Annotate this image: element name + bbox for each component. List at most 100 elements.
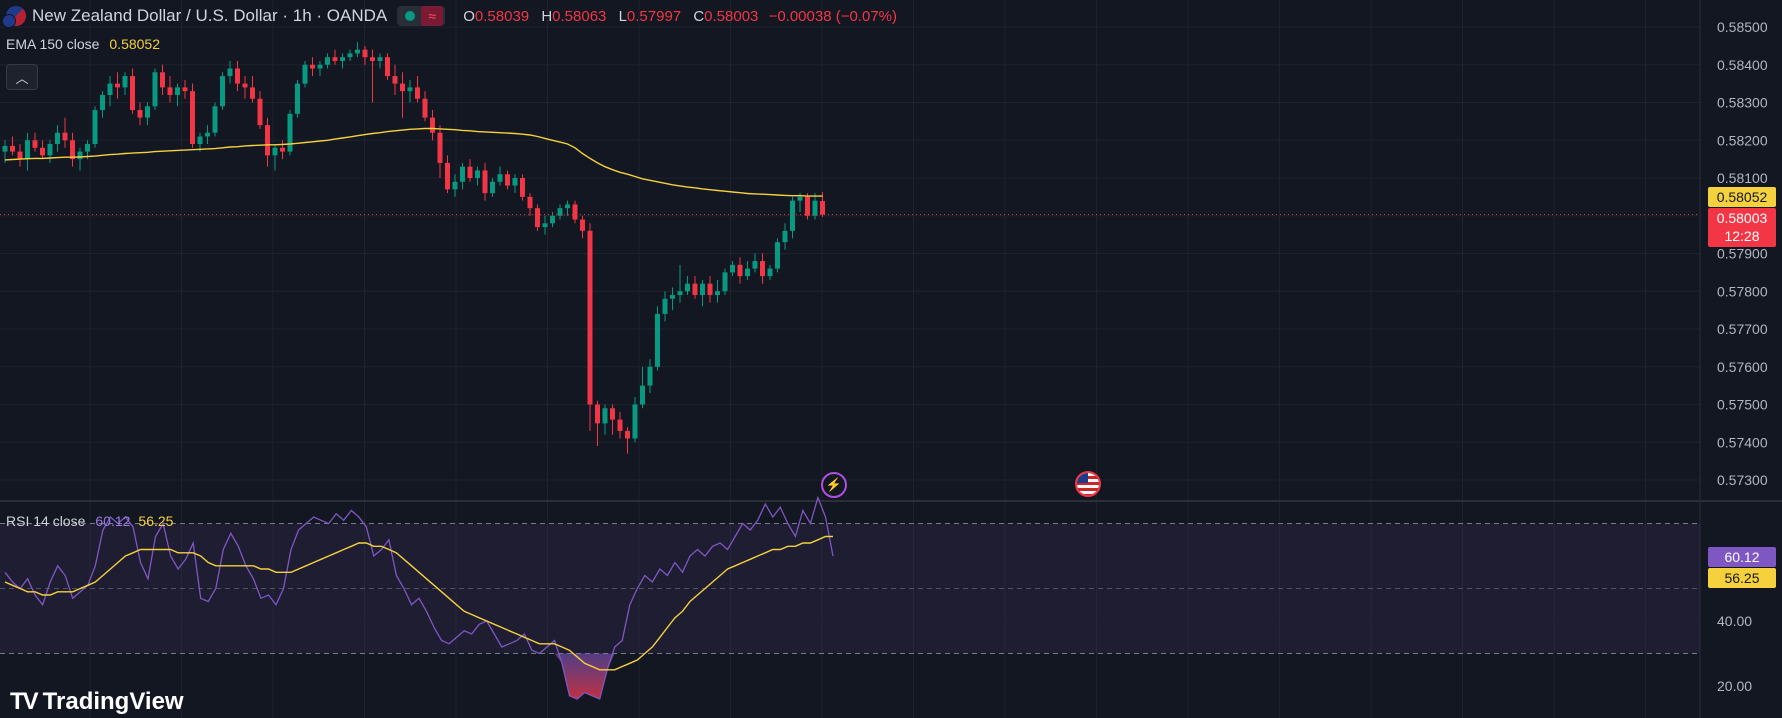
symbol-title[interactable]: New Zealand Dollar / U.S. Dollar · 1h · … [32,6,388,25]
candle-down [625,430,630,439]
candle-up [107,83,113,95]
last-price-value: 0.58003 [1716,210,1768,226]
candle-up [145,106,150,118]
market-status[interactable]: ≈ [397,6,446,26]
close-label: C [693,7,705,25]
rsi-value: 60.12 [95,513,131,529]
candle-down [385,57,390,77]
candle-up [325,57,330,65]
candle-down [692,283,698,296]
candle-up [632,404,638,439]
candle-down [437,132,443,163]
rsi-price-tag: 60.12 [1708,547,1776,567]
candle-up [715,291,720,296]
candle-up [295,83,300,114]
candle-down [415,87,420,99]
rsi-label[interactable]: RSI 14 close [6,513,86,529]
candle-down [332,57,338,61]
candle-down [235,68,240,84]
close-value: 0.58003 [704,7,759,25]
candle-up [77,151,83,160]
symbol-legend[interactable]: New Zealand Dollar / U.S. Dollar · 1h · … [2,6,897,28]
rsi-legend[interactable]: RSI 14 close 60.12 56.25 [6,513,173,529]
ema-legend[interactable]: EMA 150 close 0.58052 [6,36,160,52]
candle-up [557,208,563,216]
price-tick-label: 0.58500 [1717,19,1768,35]
candle-up [227,68,233,77]
candle-up [347,53,353,58]
ema-value: 0.58052 [109,36,160,52]
open-value: 0.58039 [474,7,530,25]
candle-down [167,87,173,95]
price-tick-label: 0.57800 [1717,283,1768,299]
candle-up [647,366,653,386]
candle-up [722,272,728,292]
candle-up [205,132,210,137]
candle-down [707,283,713,296]
candle-up [47,144,53,156]
candle-up [460,166,465,182]
candle-down [445,162,450,190]
candle-up [655,313,660,367]
candle-down [587,230,593,405]
candle-up [752,261,758,269]
ema-line [4,127,823,197]
candle-up [550,215,555,224]
us-economic-event-icon[interactable] [1075,471,1101,497]
candle-down [580,219,585,231]
candle-down [400,83,405,92]
candle-down [130,76,135,111]
candle-up [220,76,225,107]
candle-up [685,283,690,292]
candle-up [377,57,383,61]
rsi-tick-label: 40.00 [1717,613,1752,629]
price-tick-label: 0.57300 [1717,472,1768,488]
price-tick-label: 0.58300 [1717,95,1768,111]
candle-up [122,76,128,88]
rsi-oversold-fill [554,653,615,699]
ema-150-line [4,127,823,197]
price-tick-label: 0.57400 [1717,434,1768,450]
candle-up [212,106,218,133]
candle-up [407,87,413,92]
chevron-up-icon: ︿ [15,70,29,86]
rsi-line [4,495,834,700]
candle-up [700,283,705,296]
candle-down [467,166,473,178]
candle-down [242,83,248,88]
nzd-usd-flag-icon [2,6,26,28]
collapse-legend-button[interactable]: ︿ [6,64,38,90]
price-tick-label: 0.57600 [1717,359,1768,375]
candle-up [317,64,323,69]
lightning-event-icon[interactable]: ⚡ [821,472,847,498]
candle-down [17,151,23,160]
candle-up [302,64,308,84]
candle-up [55,132,60,145]
candle-up [92,110,98,145]
candle-down [257,98,263,126]
candle-down [115,83,120,88]
candle-down [70,140,75,160]
candle-up [2,145,8,152]
candle-down [32,140,38,148]
candle-up [782,230,788,243]
candle-down [10,145,15,152]
candle-up [775,242,780,269]
candle-down [617,419,623,431]
ema-label[interactable]: EMA 150 close [6,36,100,52]
candle-down [595,404,600,424]
candle-up [355,49,360,54]
high-label: H [541,7,553,25]
bar-countdown: 12:28 [1724,228,1760,244]
rsi-ma-line [4,535,833,671]
candle-up [640,385,645,405]
ohlc-values: O0.58039 H0.58063 L0.57997 C0.58003 −0.0… [455,8,897,25]
price-tick-label: 0.58200 [1717,132,1768,148]
candle-up [602,408,608,424]
tradingview-brand[interactable]: TV TradingView [10,688,184,716]
low-value: 0.57997 [626,7,682,25]
candle-down [310,64,315,69]
candle-up [475,170,480,178]
candle-down [190,91,195,145]
